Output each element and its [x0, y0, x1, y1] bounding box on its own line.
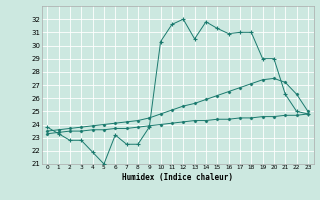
X-axis label: Humidex (Indice chaleur): Humidex (Indice chaleur) [122, 173, 233, 182]
